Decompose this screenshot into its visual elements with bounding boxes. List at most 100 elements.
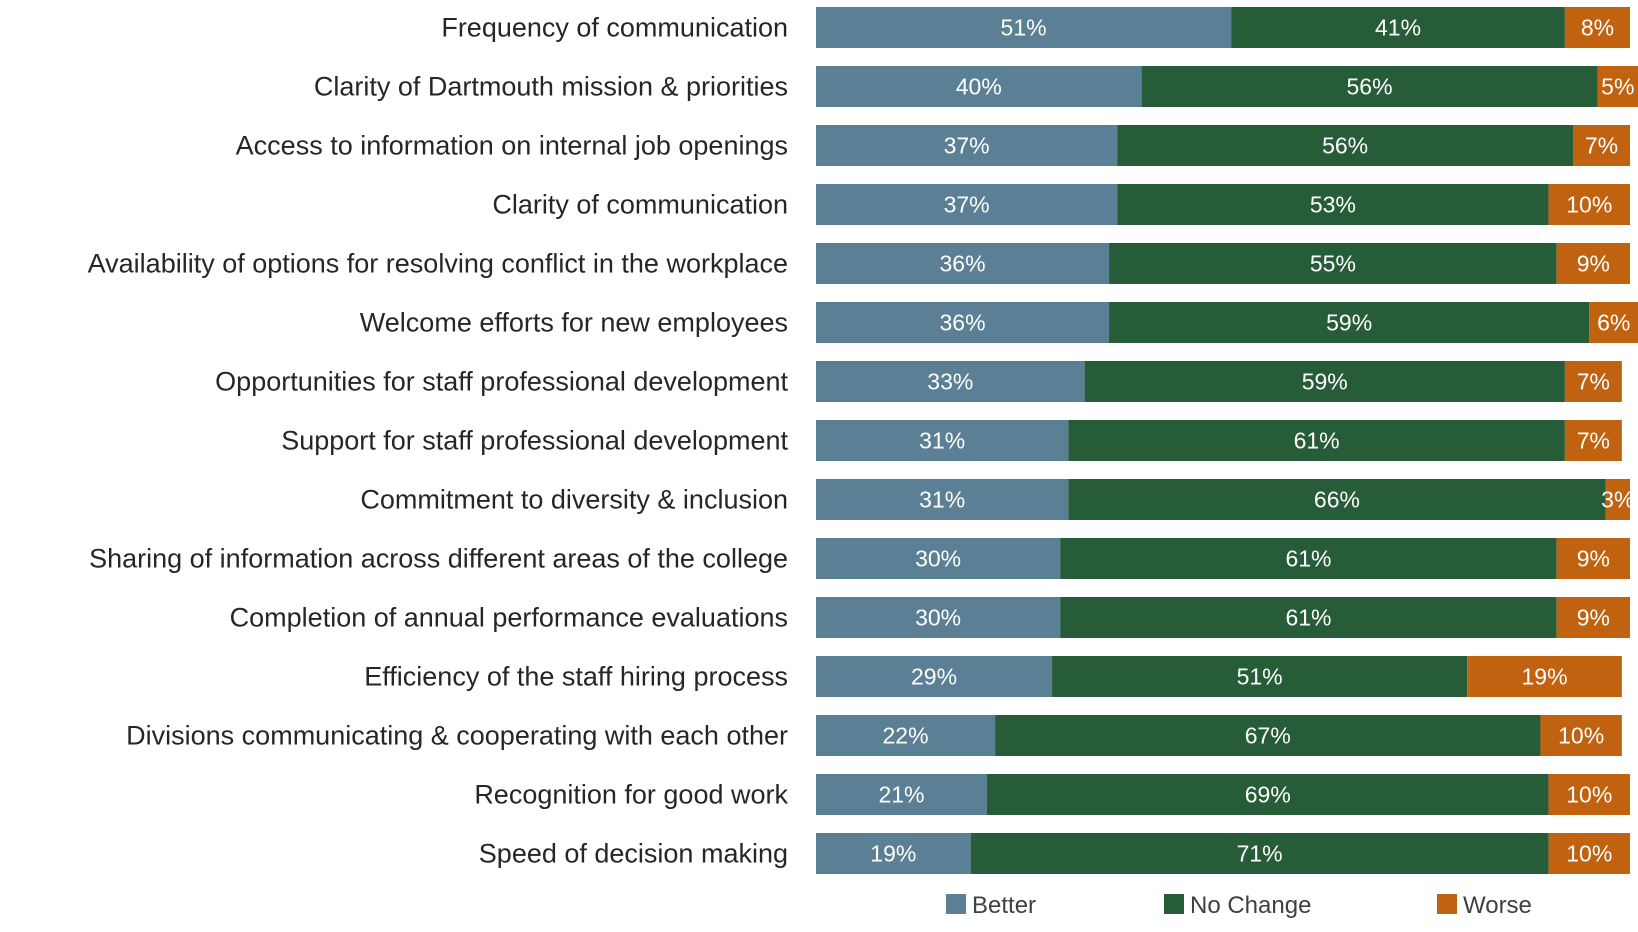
category-label: Clarity of Dartmouth mission & prioritie… bbox=[314, 72, 788, 102]
data-label: 61% bbox=[1285, 546, 1331, 572]
data-label: 40% bbox=[956, 74, 1002, 100]
bar-segment-worse bbox=[1467, 656, 1622, 697]
data-label: 9% bbox=[1577, 251, 1610, 277]
bar-segment-no-change bbox=[986, 774, 1549, 815]
data-label: 7% bbox=[1577, 369, 1610, 395]
data-label: 66% bbox=[1314, 487, 1360, 513]
bar-segment-better bbox=[816, 361, 1085, 402]
bar-segment-no-change bbox=[1109, 243, 1557, 284]
bar-segment-no-change bbox=[1084, 361, 1565, 402]
data-label: 61% bbox=[1285, 605, 1331, 631]
bar-segment-worse bbox=[1564, 7, 1630, 48]
bar-segment-no-change bbox=[1109, 302, 1590, 343]
legend-label: Worse bbox=[1463, 892, 1532, 919]
data-label: 10% bbox=[1566, 192, 1612, 218]
data-label: 51% bbox=[1237, 664, 1283, 690]
bar-segment-better bbox=[816, 479, 1069, 520]
category-label: Efficiency of the staff hiring process bbox=[364, 662, 788, 692]
data-label: 30% bbox=[915, 546, 961, 572]
data-label: 3% bbox=[1601, 487, 1634, 513]
category-label: Speed of decision making bbox=[479, 839, 788, 869]
data-label: 29% bbox=[911, 664, 957, 690]
bar-segment-better bbox=[816, 715, 996, 756]
data-label: 61% bbox=[1294, 428, 1340, 454]
bar-segment-worse bbox=[1597, 66, 1638, 107]
bar-segment-no-change bbox=[995, 715, 1541, 756]
data-label: 6% bbox=[1597, 310, 1630, 336]
bar-segment-worse bbox=[1564, 361, 1622, 402]
data-label: 56% bbox=[1346, 74, 1392, 100]
data-label: 67% bbox=[1245, 723, 1291, 749]
data-label: 31% bbox=[919, 487, 965, 513]
bar-segment-worse bbox=[1573, 125, 1630, 166]
bar-segment-worse bbox=[1556, 243, 1630, 284]
category-label: Access to information on internal job op… bbox=[236, 131, 788, 161]
bar-segment-better bbox=[816, 774, 987, 815]
bar-segment-no-change bbox=[1141, 66, 1598, 107]
category-label: Clarity of communication bbox=[492, 190, 788, 220]
bar-segment-better bbox=[816, 538, 1061, 579]
legend-swatch bbox=[946, 894, 966, 914]
category-label: Frequency of communication bbox=[441, 13, 788, 43]
bar-segment-better bbox=[816, 7, 1232, 48]
data-label: 31% bbox=[919, 428, 965, 454]
bar-segment-no-change bbox=[1068, 479, 1606, 520]
data-label: 7% bbox=[1585, 133, 1618, 159]
data-label: 55% bbox=[1310, 251, 1356, 277]
legend-label: No Change bbox=[1190, 892, 1311, 919]
bar-segment-better bbox=[816, 833, 971, 874]
bar-segment-no-change bbox=[1117, 184, 1549, 225]
data-label: 56% bbox=[1322, 133, 1368, 159]
data-label: 9% bbox=[1577, 546, 1610, 572]
category-label: Support for staff professional developme… bbox=[281, 426, 788, 456]
bar-segment-worse bbox=[1605, 479, 1630, 520]
data-label: 41% bbox=[1375, 15, 1421, 41]
bar-segment-worse bbox=[1548, 833, 1630, 874]
category-labels: Frequency of communication Clarity of Dar… bbox=[88, 13, 789, 869]
bar-segment-better bbox=[816, 656, 1053, 697]
category-label: Welcome efforts for new employees bbox=[360, 308, 788, 338]
data-label: 37% bbox=[944, 133, 990, 159]
data-label: 10% bbox=[1566, 782, 1612, 808]
bar-segment-better bbox=[816, 184, 1118, 225]
bar-segment-no-change bbox=[1068, 420, 1565, 461]
legend-label: Better bbox=[972, 892, 1036, 919]
bar-segment-no-change bbox=[1052, 656, 1468, 697]
legend: Better No Change Worse bbox=[946, 892, 1532, 919]
data-label: 7% bbox=[1577, 428, 1610, 454]
data-label: 33% bbox=[927, 369, 973, 395]
category-label: Opportunities for staff professional dev… bbox=[215, 367, 788, 397]
data-label: 37% bbox=[944, 192, 990, 218]
bar-segment-better bbox=[816, 243, 1110, 284]
bars-layer: 51% 41% 8% 40% 56% 5% 37% 56% 7% 37% 53% 10% 36% 55% 9… bbox=[816, 7, 1638, 874]
category-label: Commitment to diversity & inclusion bbox=[360, 485, 788, 515]
legend-swatch bbox=[1164, 894, 1184, 914]
data-label: 53% bbox=[1310, 192, 1356, 218]
bar-segment-no-change bbox=[1060, 538, 1557, 579]
bar-segment-better bbox=[816, 125, 1118, 166]
bar-segment-no-change bbox=[1117, 125, 1574, 166]
data-label: 36% bbox=[939, 251, 985, 277]
bar-segment-worse bbox=[1556, 597, 1630, 638]
bar-segment-worse bbox=[1589, 302, 1638, 343]
bar-segment-no-change bbox=[970, 833, 1549, 874]
bar-segment-better bbox=[816, 420, 1069, 461]
bar-segment-worse bbox=[1556, 538, 1630, 579]
bar-segment-worse bbox=[1548, 184, 1630, 225]
data-label: 5% bbox=[1601, 74, 1634, 100]
category-label: Recognition for good work bbox=[474, 780, 788, 810]
data-label: 71% bbox=[1237, 841, 1283, 867]
bar-segment-better bbox=[816, 597, 1061, 638]
data-label: 19% bbox=[870, 841, 916, 867]
data-label: 59% bbox=[1326, 310, 1372, 336]
bar-segment-no-change bbox=[1060, 597, 1557, 638]
data-label: 8% bbox=[1581, 15, 1614, 41]
data-label: 19% bbox=[1522, 664, 1568, 690]
data-label: 21% bbox=[878, 782, 924, 808]
data-label: 51% bbox=[1001, 15, 1047, 41]
data-label: 22% bbox=[883, 723, 929, 749]
data-label: 9% bbox=[1577, 605, 1610, 631]
bar-segment-worse bbox=[1564, 420, 1622, 461]
bar-segment-no-change bbox=[1231, 7, 1565, 48]
